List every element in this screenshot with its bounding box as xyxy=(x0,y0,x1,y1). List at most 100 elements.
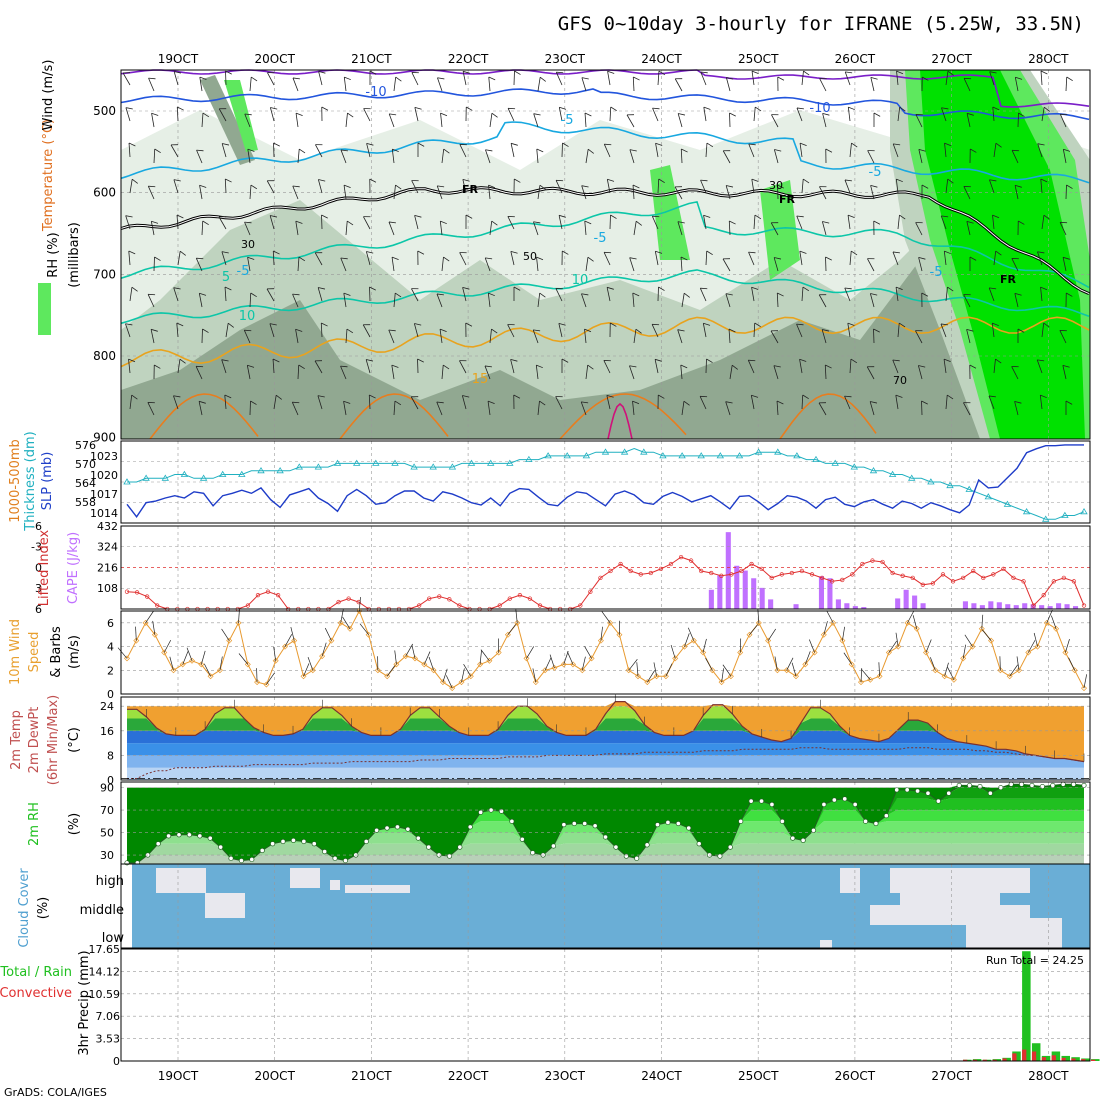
upper-barb-staff xyxy=(729,365,733,380)
upper-barb-staff xyxy=(362,324,371,338)
wind10-tick: 0 xyxy=(107,688,114,701)
wind10-point xyxy=(802,661,809,668)
wind10-barb xyxy=(169,656,174,671)
upper-barb-flag xyxy=(250,76,258,82)
upper-barb-staff xyxy=(681,293,685,308)
upper-barb-flag xyxy=(802,178,810,184)
wind10-barb xyxy=(636,662,639,677)
upper-barb-staff xyxy=(725,77,731,92)
wind10-point xyxy=(653,673,660,680)
upper-barb-flag xyxy=(536,148,544,153)
wind10-point xyxy=(1034,643,1041,650)
cape-bar xyxy=(988,601,994,609)
upper-barb-staff xyxy=(674,186,683,200)
li-point xyxy=(497,603,502,608)
upper-barb-flag xyxy=(848,106,855,111)
cape-label: CAPE (J/kg) xyxy=(66,532,81,604)
upper-barb-flag xyxy=(899,106,906,112)
convective-bar xyxy=(1051,1055,1056,1061)
upper-barb-flag xyxy=(988,395,996,398)
upper-barb-flag xyxy=(604,143,612,146)
upper-barb-flag xyxy=(179,250,186,256)
upper-barb-flag xyxy=(391,256,399,260)
upper-barb-staff xyxy=(849,143,852,158)
upper-barb-flag xyxy=(414,215,422,218)
thickness-point xyxy=(295,463,304,470)
upper-barb-staff xyxy=(368,394,371,410)
upper-barb-flag xyxy=(1018,220,1025,225)
upper-barb-flag xyxy=(125,323,133,326)
wind10-barb xyxy=(135,626,137,641)
upper-barb-staff xyxy=(441,149,445,164)
wind10-barb xyxy=(600,626,603,641)
li-point xyxy=(437,594,442,599)
cloud-gap xyxy=(820,940,832,948)
upper-barb-flag xyxy=(295,220,303,224)
upper-barb-staff xyxy=(705,250,708,266)
upper-barb-staff xyxy=(150,221,155,236)
upper-barb-staff xyxy=(363,216,371,230)
upper-barb-flag xyxy=(966,112,974,116)
rh2m-point xyxy=(915,788,921,794)
temp-band xyxy=(127,755,1084,768)
upper-barb-staff xyxy=(941,107,947,122)
wind10-barb xyxy=(394,650,397,665)
wind10-point xyxy=(1071,667,1078,674)
upper-barb-staff xyxy=(915,330,923,344)
top-date-label: 24OCT xyxy=(641,52,682,66)
wind10-point xyxy=(709,667,716,674)
thickness-point xyxy=(123,478,131,485)
li-point xyxy=(658,566,664,572)
upper-barb-flag xyxy=(629,365,637,368)
rh2m-point xyxy=(894,787,900,793)
upper-barb-flag xyxy=(584,328,592,333)
upper-barb-flag xyxy=(346,220,354,226)
upper-barb-flag xyxy=(751,70,759,74)
rh-blob-green xyxy=(760,180,800,280)
upper-barb-staff xyxy=(488,77,491,92)
upper-barb-flag xyxy=(1062,256,1070,260)
upper-barb-staff xyxy=(266,288,275,302)
upper-barb-flag xyxy=(941,107,949,110)
upper-barb-staff xyxy=(436,185,443,200)
upper-barb-flag xyxy=(1015,76,1023,80)
upper-barb-staff xyxy=(821,221,827,236)
wind10-barb xyxy=(507,623,517,635)
upper-barb-flag xyxy=(944,142,952,147)
rh-contour-label: 70 xyxy=(893,374,907,387)
upper-barb-flag xyxy=(488,184,496,189)
li-point xyxy=(688,558,694,563)
upper-barb-flag xyxy=(895,394,903,398)
upper-barb-staff xyxy=(439,329,443,344)
upper-barb-flag xyxy=(678,113,686,116)
wind10-point xyxy=(124,655,130,662)
temp-tick: 24 xyxy=(100,700,114,713)
wind10-barb xyxy=(823,621,828,635)
upper-barb-flag xyxy=(870,293,878,296)
cape-tick: 216 xyxy=(97,561,118,574)
upper-barb-flag xyxy=(703,214,711,218)
rh2m-point xyxy=(322,849,328,855)
thickness-point xyxy=(754,448,763,455)
isotherm-label: 5 xyxy=(222,270,230,285)
wind10-barb xyxy=(461,668,465,683)
li-point xyxy=(1051,579,1056,584)
rh2m-point xyxy=(1081,782,1087,788)
cape-bar xyxy=(818,576,825,609)
wind10-point xyxy=(133,637,140,644)
precip-label-3: 3hr Precip (mm) xyxy=(77,950,92,1055)
upper-barb-flag xyxy=(436,401,444,404)
temp-label-1: 2m Temp xyxy=(9,710,24,770)
rh2m-point xyxy=(821,801,827,808)
upper-barb-flag xyxy=(388,221,396,224)
upper-barb-flag xyxy=(632,400,640,405)
rh-contour-label: 50 xyxy=(523,250,537,263)
upper-barb-staff xyxy=(555,72,563,86)
rh2m-band xyxy=(127,843,1084,863)
upper-barb-flag xyxy=(918,257,926,260)
li-point xyxy=(840,577,845,583)
wind10-point xyxy=(356,608,363,614)
upper-barb-flag xyxy=(610,106,617,112)
top-date-label: 21OCT xyxy=(351,52,392,66)
cape-bar xyxy=(742,570,748,609)
